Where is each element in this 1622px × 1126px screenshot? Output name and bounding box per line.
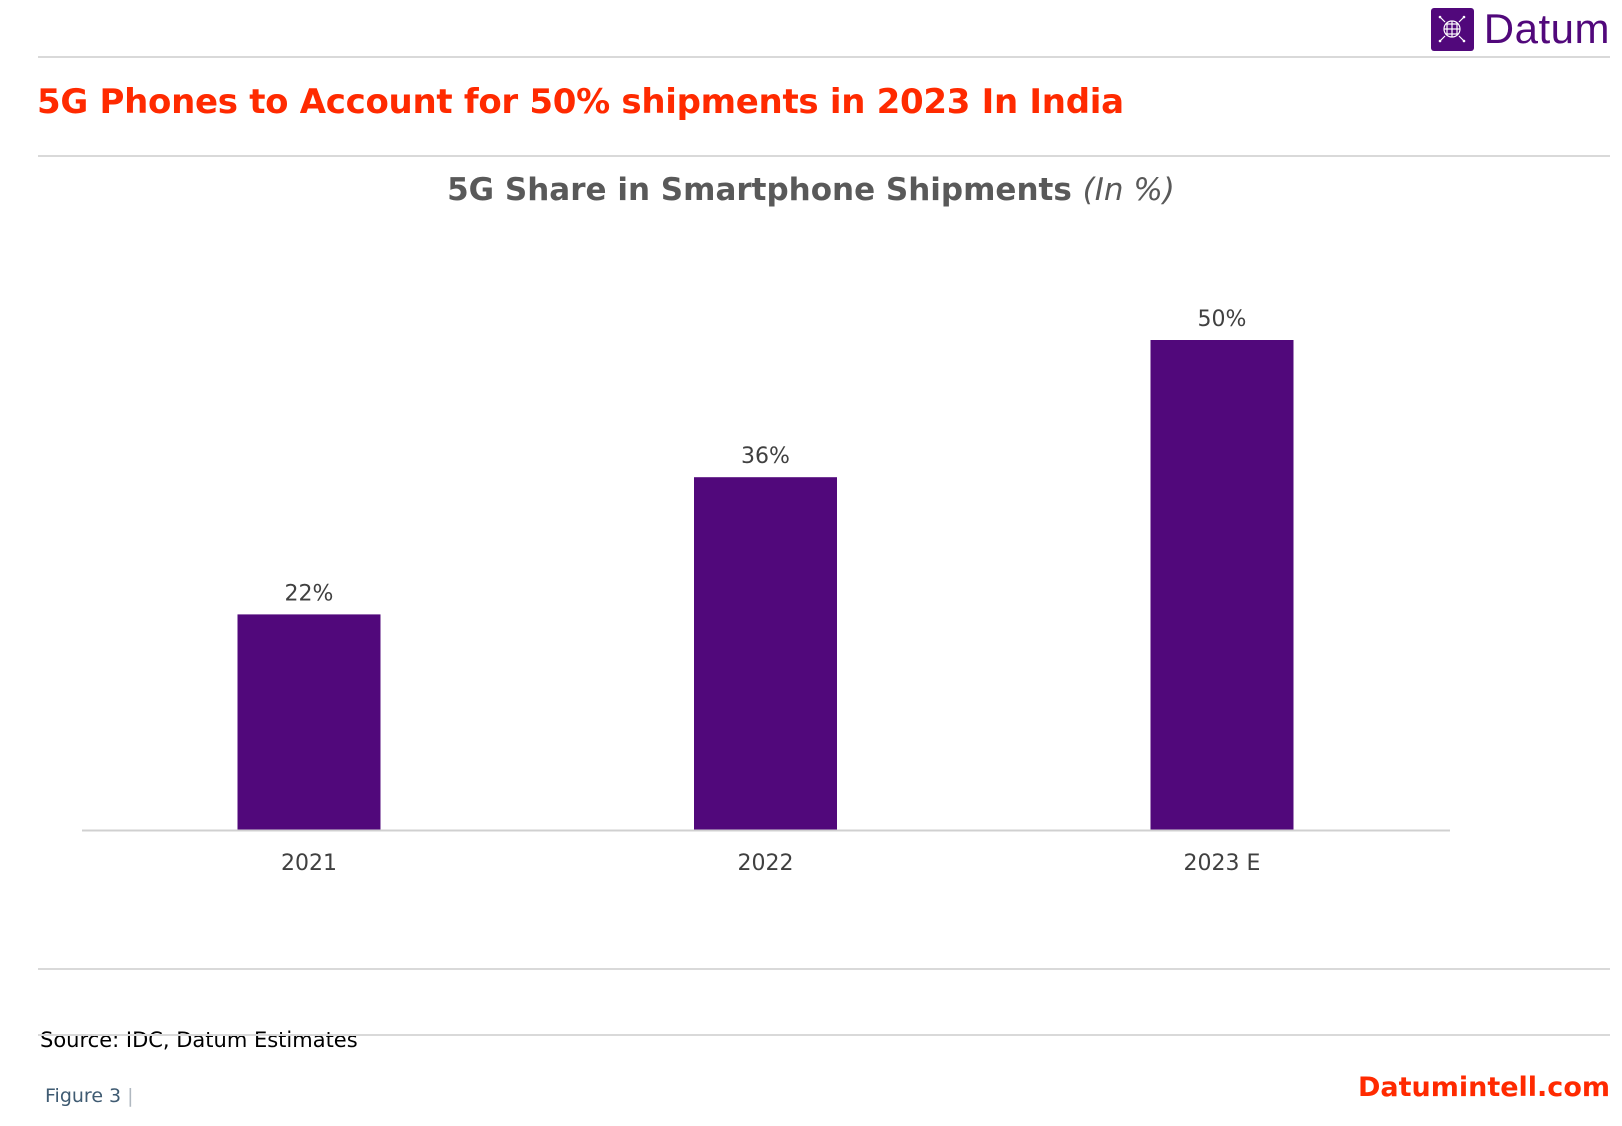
- page-headline: 5G Phones to Account for 50% shipments i…: [37, 82, 1124, 122]
- data-label: 22%: [285, 581, 334, 606]
- chart-title: 5G Share in Smartphone Shipments (In %): [0, 172, 1622, 208]
- x-tick-label: 2021: [281, 851, 337, 876]
- x-tick-label: 2023 E: [1184, 851, 1261, 876]
- source-note: Source: IDC, Datum Estimates: [40, 1028, 358, 1052]
- figure-separator: |: [127, 1085, 134, 1107]
- footer-divider: [38, 968, 1610, 970]
- figure-number: Figure 3: [45, 1085, 122, 1107]
- bar-2023-e: [1150, 340, 1294, 830]
- headline-divider: [38, 155, 1610, 157]
- bar-chart: 22% 2021 36% 2022 50% 2023 E: [82, 307, 1450, 876]
- data-label: 36%: [741, 444, 790, 469]
- brand-logo: Datum: [1430, 5, 1610, 53]
- chart-title-unit: (In %): [1082, 172, 1175, 208]
- brand-name: Datum: [1483, 5, 1610, 52]
- bar-2021: [237, 614, 381, 830]
- chart-title-text: 5G Share in Smartphone Shipments: [447, 172, 1072, 208]
- figure-label: Figure 3 |: [45, 1085, 134, 1107]
- website-link[interactable]: Datumintell.com: [1357, 1072, 1610, 1103]
- bar-2022: [694, 477, 837, 830]
- x-tick-label: 2022: [738, 851, 794, 876]
- globe-grid-icon: [1430, 7, 1474, 51]
- source-divider: [38, 1034, 1610, 1036]
- data-label: 50%: [1198, 307, 1247, 332]
- top-divider: [38, 56, 1610, 58]
